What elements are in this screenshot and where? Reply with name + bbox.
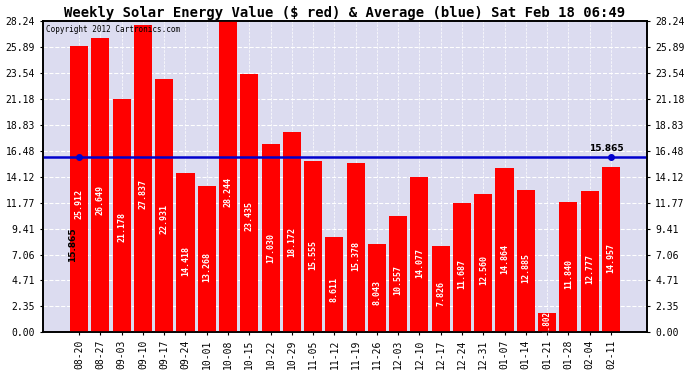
Bar <box>495 168 513 332</box>
Bar <box>155 80 173 332</box>
Text: 25.912: 25.912 <box>75 189 83 219</box>
Text: 12.777: 12.777 <box>585 254 594 284</box>
Bar <box>474 194 492 332</box>
Text: 11.840: 11.840 <box>564 259 573 289</box>
Text: 15.555: 15.555 <box>308 240 317 270</box>
Bar <box>325 237 344 332</box>
Text: 7.826: 7.826 <box>436 281 445 306</box>
Bar <box>517 190 535 332</box>
Text: 23.435: 23.435 <box>245 201 254 231</box>
Bar <box>70 46 88 332</box>
Bar <box>112 99 130 332</box>
Text: 14.418: 14.418 <box>181 246 190 276</box>
Text: 21.178: 21.178 <box>117 212 126 242</box>
Text: 14.864: 14.864 <box>500 244 509 274</box>
Bar <box>91 38 110 332</box>
Bar <box>304 161 322 332</box>
Bar <box>219 21 237 332</box>
Bar <box>580 191 599 332</box>
Bar <box>198 186 216 332</box>
Text: 27.837: 27.837 <box>139 179 148 209</box>
Text: 14.957: 14.957 <box>607 243 615 273</box>
Text: 28.244: 28.244 <box>224 177 233 207</box>
Text: 15.865: 15.865 <box>68 228 77 262</box>
Bar <box>453 203 471 332</box>
Text: 11.687: 11.687 <box>457 260 466 290</box>
Bar <box>177 173 195 332</box>
Bar <box>389 216 407 332</box>
Bar <box>134 25 152 332</box>
Text: 14.077: 14.077 <box>415 248 424 278</box>
Bar <box>346 163 365 332</box>
Text: 10.557: 10.557 <box>394 265 403 295</box>
Bar <box>411 177 428 332</box>
Bar <box>432 246 450 332</box>
Text: 17.030: 17.030 <box>266 233 275 263</box>
Text: Copyright 2012 Cartronics.com: Copyright 2012 Cartronics.com <box>46 26 179 34</box>
Bar <box>602 167 620 332</box>
Bar <box>368 244 386 332</box>
Text: 18.172: 18.172 <box>287 227 296 257</box>
Bar <box>262 144 279 332</box>
Bar <box>560 202 578 332</box>
Text: 26.649: 26.649 <box>96 185 105 215</box>
Text: 8.043: 8.043 <box>373 280 382 305</box>
Text: 12.885: 12.885 <box>522 254 531 284</box>
Text: 13.268: 13.268 <box>202 252 211 282</box>
Bar <box>283 132 301 332</box>
Text: 22.931: 22.931 <box>159 204 168 234</box>
Bar <box>240 74 258 332</box>
Text: 15.865: 15.865 <box>589 144 624 153</box>
Text: 12.560: 12.560 <box>479 255 488 285</box>
Text: 1.802: 1.802 <box>542 311 551 334</box>
Text: 8.611: 8.611 <box>330 277 339 302</box>
Text: 15.378: 15.378 <box>351 241 360 271</box>
Title: Weekly Solar Energy Value ($ red) & Average (blue) Sat Feb 18 06:49: Weekly Solar Energy Value ($ red) & Aver… <box>64 6 626 20</box>
Bar <box>538 312 556 332</box>
